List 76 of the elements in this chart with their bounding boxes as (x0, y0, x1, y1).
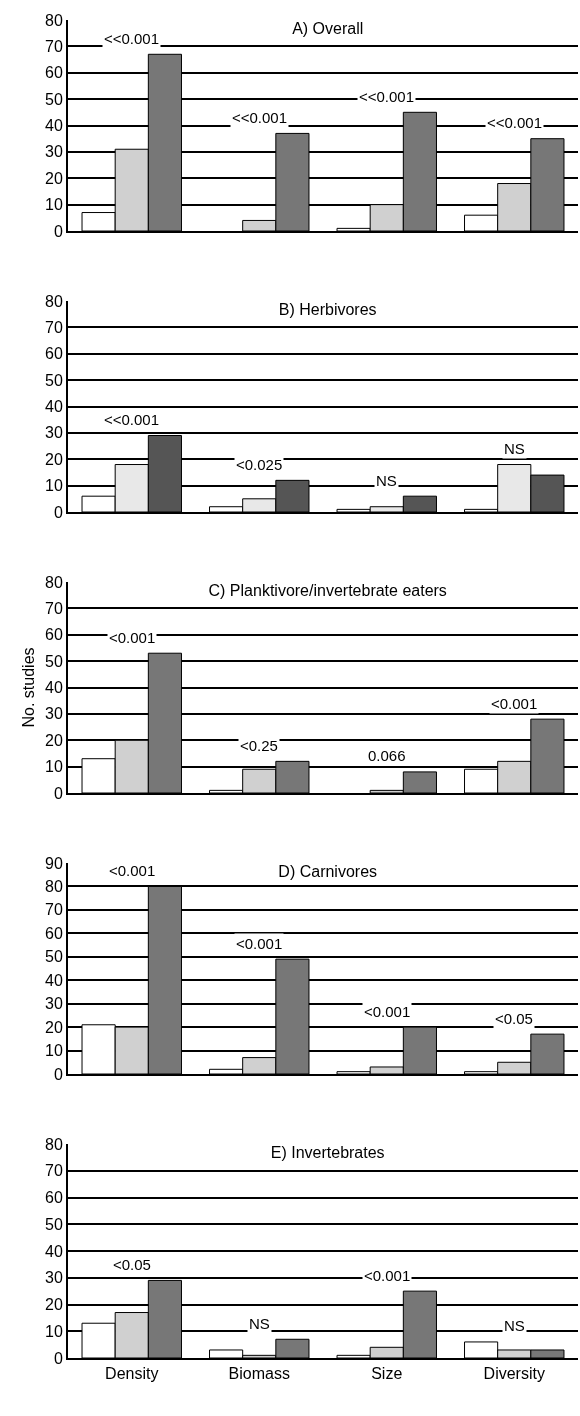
y-tick-label: 70 (45, 318, 63, 336)
y-tick-label: 40 (45, 1242, 63, 1260)
annotation: <<0.001 (104, 30, 160, 47)
y-tick-label: 40 (45, 971, 63, 989)
annotation: <0.001 (109, 629, 156, 646)
y-tick-label: 20 (45, 1018, 63, 1036)
annotation: <<0.001 (232, 109, 288, 126)
annotation: <<0.001 (359, 88, 415, 105)
y-tick-label: 80 (45, 1135, 63, 1153)
y-tick-label: 50 (45, 652, 63, 670)
chart-title: C) Planktivore/invertebrate eaters (208, 582, 447, 600)
y-tick-label: 80 (45, 573, 63, 591)
annotation: <0.25 (240, 737, 278, 754)
y-tick-label: 0 (53, 1065, 63, 1083)
y-tick-label: 40 (45, 679, 63, 697)
y-tick-label: 80 (45, 292, 63, 310)
chart-title: A) Overall (292, 20, 364, 38)
y-axis-title: No. studies (20, 647, 38, 728)
y-tick-label: 0 (53, 1349, 63, 1367)
chart-title: D) Carnivores (278, 863, 378, 881)
y-tick-label: 10 (45, 1042, 63, 1060)
y-tick-label: 70 (45, 599, 63, 617)
annotation: <<0.001 (104, 411, 160, 428)
y-tick-label: 50 (45, 371, 63, 389)
y-tick-label: 40 (45, 117, 63, 135)
y-tick-label: 70 (45, 37, 63, 55)
y-tick-label: 10 (45, 758, 63, 776)
annotation: <0.001 (491, 695, 538, 712)
y-tick-label: 60 (45, 626, 63, 644)
annotation: <0.05 (113, 1256, 151, 1273)
annotation: NS (504, 1317, 525, 1334)
y-tick-label: 60 (45, 1189, 63, 1207)
y-tick-label: 10 (45, 1322, 63, 1340)
y-tick-label: 30 (45, 424, 63, 442)
y-tick-label: 20 (45, 450, 63, 468)
y-tick-label: 50 (45, 948, 63, 966)
y-tick-label: 80 (45, 878, 63, 896)
annotation: NS (504, 440, 525, 457)
y-tick-label: 20 (45, 1296, 63, 1314)
annotation: <0.001 (109, 862, 156, 879)
y-tick-label: 0 (53, 222, 63, 240)
y-tick-label: 20 (45, 169, 63, 187)
y-tick-label: 30 (45, 995, 63, 1013)
y-tick-label: 70 (45, 901, 63, 919)
y-tick-label: 20 (45, 731, 63, 749)
y-tick-label: 30 (45, 143, 63, 161)
y-tick-label: 10 (45, 477, 63, 495)
x-tick-label: Biomass (228, 1365, 290, 1383)
annotation: NS (249, 1315, 270, 1332)
y-tick-label: 0 (53, 784, 63, 802)
annotation: <0.001 (364, 1267, 411, 1284)
y-tick-label: 30 (45, 1269, 63, 1287)
y-tick-label: 70 (45, 1162, 63, 1180)
y-tick-label: 10 (45, 196, 63, 214)
annotation: <0.025 (236, 456, 283, 473)
x-tick-label: Size (371, 1365, 403, 1383)
annotation: NS (376, 472, 397, 489)
y-tick-label: 50 (45, 90, 63, 108)
y-tick-label: 90 (45, 854, 63, 872)
y-tick-label: 80 (45, 11, 63, 29)
x-tick-label: Diversity (483, 1365, 545, 1383)
y-tick-label: 60 (45, 64, 63, 82)
x-tick-label: Density (105, 1365, 159, 1383)
y-tick-label: 0 (53, 503, 63, 521)
y-tick-label: 50 (45, 1215, 63, 1233)
annotation: <0.001 (364, 1003, 411, 1020)
annotation: <0.05 (495, 1010, 533, 1027)
y-tick-label: 40 (45, 398, 63, 416)
y-tick-label: 30 (45, 705, 63, 723)
annotation: <<0.001 (487, 114, 543, 131)
annotation: 0.066 (368, 747, 406, 764)
chart-title: B) Herbivores (278, 301, 377, 319)
y-tick-label: 60 (45, 345, 63, 363)
chart-title: E) Invertebrates (270, 1144, 385, 1162)
annotation: <0.001 (236, 935, 283, 952)
y-tick-label: 60 (45, 924, 63, 942)
